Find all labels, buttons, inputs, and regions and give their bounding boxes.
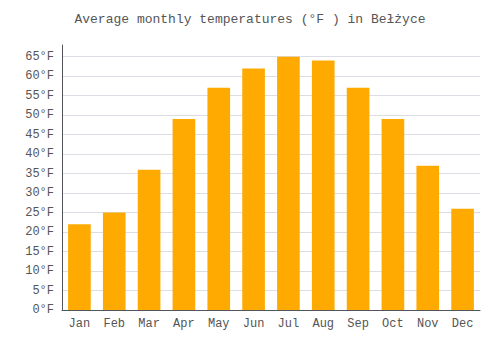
svg-text:May: May [208,317,230,331]
svg-text:Oct: Oct [382,317,404,331]
svg-text:40°F: 40°F [25,147,54,161]
svg-text:10°F: 10°F [25,264,54,278]
svg-text:Jan: Jan [69,317,91,331]
svg-text:65°F: 65°F [25,50,54,64]
svg-text:Mar: Mar [138,317,160,331]
svg-text:0°F: 0°F [32,303,54,317]
svg-text:Apr: Apr [173,317,195,331]
svg-text:Feb: Feb [103,317,125,331]
svg-text:Average monthly temperatures (: Average monthly temperatures (°F ) in Be… [74,12,425,27]
svg-text:Aug: Aug [312,317,334,331]
svg-text:55°F: 55°F [25,89,54,103]
svg-text:Nov: Nov [417,317,439,331]
svg-text:Sep: Sep [347,317,369,331]
svg-text:Jun: Jun [243,317,265,331]
svg-text:45°F: 45°F [25,128,54,142]
svg-text:30°F: 30°F [25,186,54,200]
svg-text:50°F: 50°F [25,108,54,122]
svg-text:15°F: 15°F [25,245,54,259]
svg-text:60°F: 60°F [25,69,54,83]
svg-text:35°F: 35°F [25,167,54,181]
svg-text:Jul: Jul [278,317,300,331]
svg-text:Dec: Dec [452,317,474,331]
svg-text:25°F: 25°F [25,206,54,220]
svg-text:20°F: 20°F [25,225,54,239]
svg-text:5°F: 5°F [32,284,54,298]
